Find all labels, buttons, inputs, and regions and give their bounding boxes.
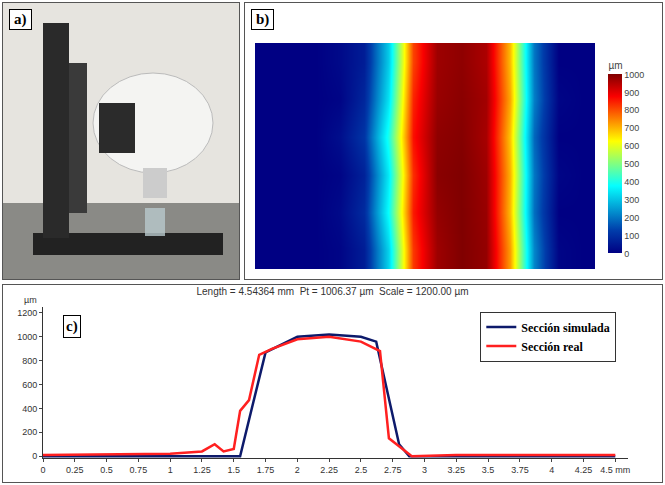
svg-text:1.5: 1.5 <box>228 465 241 475</box>
svg-text:400: 400 <box>624 177 639 187</box>
svg-text:4: 4 <box>549 465 554 475</box>
svg-text:900: 900 <box>624 88 639 98</box>
svg-text:500: 500 <box>624 159 639 169</box>
svg-text:1000: 1000 <box>17 332 37 342</box>
svg-text:1: 1 <box>168 465 173 475</box>
svg-text:200: 200 <box>22 427 37 437</box>
svg-text:2.75: 2.75 <box>384 465 402 475</box>
svg-text:1.75: 1.75 <box>257 465 275 475</box>
svg-text:3: 3 <box>422 465 427 475</box>
svg-text:2: 2 <box>295 465 300 475</box>
svg-text:0: 0 <box>624 249 629 259</box>
svg-text:3.5: 3.5 <box>482 465 495 475</box>
svg-text:0.75: 0.75 <box>130 465 148 475</box>
svg-text:0: 0 <box>40 465 45 475</box>
html-text:a): a) <box>14 11 27 27</box>
svg-text:0: 0 <box>32 451 37 461</box>
svg-text:2.25: 2.25 <box>320 465 338 475</box>
svg-text:1.25: 1.25 <box>193 465 211 475</box>
svg-text:0.25: 0.25 <box>66 465 84 475</box>
svg-text:3.75: 3.75 <box>511 465 529 475</box>
svg-text:600: 600 <box>624 141 639 151</box>
svg-text:Sección simulada: Sección simulada <box>521 321 609 335</box>
svg-text:3.25: 3.25 <box>448 465 466 475</box>
svg-text:4.25: 4.25 <box>575 465 593 475</box>
svg-text:800: 800 <box>22 356 37 366</box>
svg-text:400: 400 <box>22 404 37 414</box>
svg-text:Sección real: Sección real <box>521 340 583 354</box>
svg-text:µm: µm <box>608 60 622 71</box>
svg-text:300: 300 <box>624 195 639 205</box>
svg-text:2.5: 2.5 <box>355 465 368 475</box>
svg-text:200: 200 <box>624 213 639 223</box>
svg-text:700: 700 <box>624 123 639 133</box>
svg-text:c): c) <box>66 318 78 335</box>
svg-text:Length = 4.54364 mm Pt = 1006: Length = 4.54364 mm Pt = 1006.37 µm Scal… <box>197 286 469 297</box>
svg-text:0.5: 0.5 <box>100 465 113 475</box>
svg-text:800: 800 <box>624 105 639 115</box>
svg-text:µm: µm <box>24 295 37 305</box>
svg-text:1000: 1000 <box>624 70 644 80</box>
svg-text:100: 100 <box>624 231 639 241</box>
svg-text:1200: 1200 <box>17 308 37 318</box>
html-text:b): b) <box>256 11 270 27</box>
svg-text:600: 600 <box>22 380 37 390</box>
svg-text:4.5 mm: 4.5 mm <box>600 465 630 475</box>
